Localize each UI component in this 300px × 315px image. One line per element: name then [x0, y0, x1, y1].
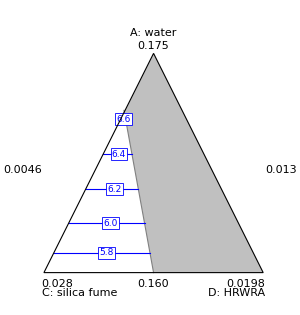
Text: 6.6: 6.6: [116, 115, 130, 123]
Polygon shape: [44, 53, 263, 272]
Polygon shape: [44, 53, 154, 272]
Text: 0.028: 0.028: [42, 279, 74, 289]
Text: 0.175: 0.175: [138, 41, 170, 51]
Text: D: HRWRA: D: HRWRA: [208, 288, 266, 298]
Text: C: silica fume: C: silica fume: [42, 288, 117, 298]
Text: 0.160: 0.160: [138, 279, 170, 289]
Text: 0.0046: 0.0046: [3, 164, 42, 175]
Text: A: water: A: water: [130, 28, 177, 38]
Text: 6.4: 6.4: [112, 150, 126, 159]
Text: 6.0: 6.0: [103, 219, 118, 228]
Text: 6.2: 6.2: [107, 185, 122, 194]
Text: 5.8: 5.8: [100, 248, 114, 257]
Text: 0.013: 0.013: [266, 164, 297, 175]
Text: 0.0198: 0.0198: [226, 279, 266, 289]
